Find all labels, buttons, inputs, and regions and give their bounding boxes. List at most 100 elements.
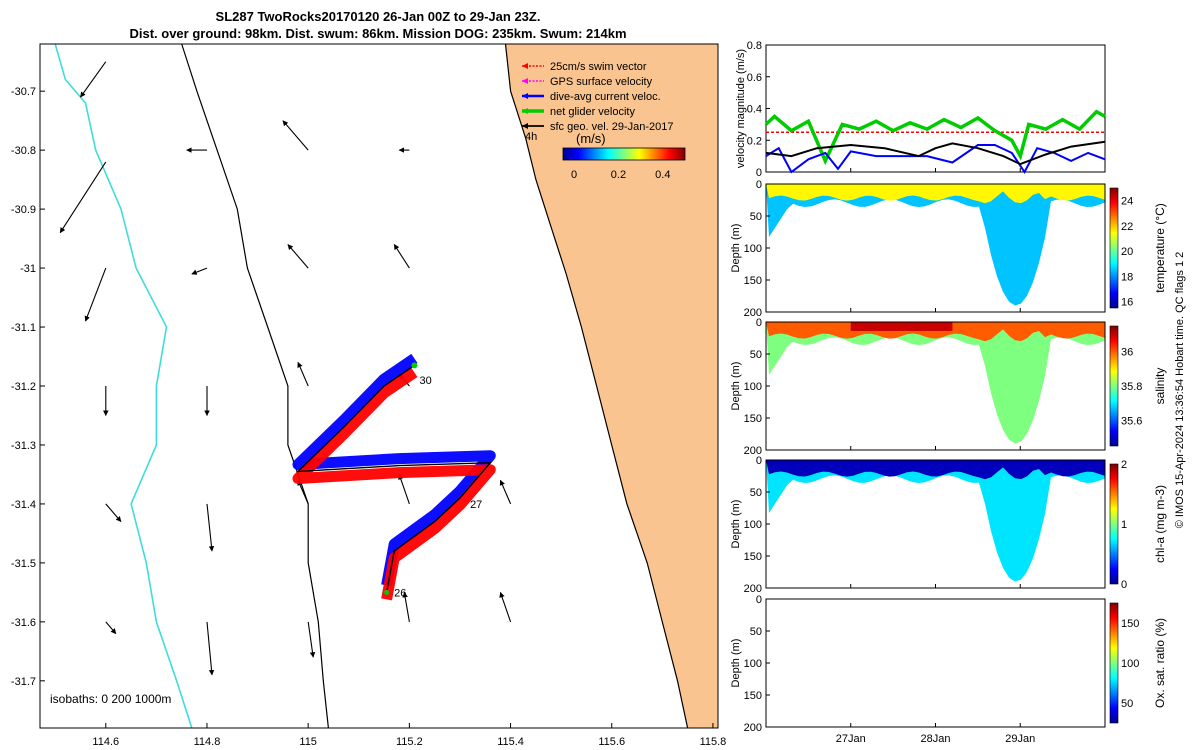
legend-interval: 4h — [525, 131, 537, 143]
section-colorbar — [1109, 602, 1119, 724]
section-y-tick-label: 50 — [750, 626, 762, 638]
map-y-tick-label: -31.1 — [11, 322, 36, 334]
geo-velocity-arrow — [206, 621, 215, 676]
section-y-tick-label: 0 — [756, 317, 762, 329]
colorbar-label: (m/s) — [576, 131, 606, 146]
legend-label: sfc geo. vel. 29-Jan-2017 — [550, 121, 674, 133]
section-y-tick-label: 100 — [744, 381, 762, 393]
section-water-body — [766, 460, 1105, 582]
colorbar-tick-label: 0 — [571, 169, 577, 181]
map-y-tick-label: -31.4 — [11, 499, 36, 511]
map-y-tick-label: -31.3 — [11, 440, 36, 452]
isobath-0-coastline — [504, 43, 689, 729]
speed-colorbar — [562, 147, 686, 161]
map-x-tick-label: 114.8 — [194, 736, 221, 748]
colorbar-tick-label: 0.4 — [655, 169, 670, 181]
title-line-2: Dist. over ground: 98km. Dist. swum: 86k… — [129, 26, 626, 41]
section-colorbar — [1109, 463, 1119, 585]
map-y-tick-label: -30.7 — [11, 86, 36, 98]
velocity-ylabel: velocity magnitude (m/s) — [735, 49, 747, 168]
map-x-tick-label: 115.6 — [598, 736, 625, 748]
section-background — [766, 599, 1105, 727]
colorbar-tick-label: 16 — [1121, 297, 1133, 309]
section-y-tick-label: 100 — [744, 658, 762, 670]
map-x-tick-label: 115.4 — [497, 736, 524, 748]
section-ylabel: Depth (m) — [730, 224, 742, 273]
section-y-tick-label: 100 — [744, 243, 762, 255]
geo-velocity-arrow — [398, 473, 410, 505]
legend-arrowhead — [522, 78, 528, 84]
section-surface-layer — [766, 460, 1105, 480]
section-ylabel: Depth (m) — [730, 362, 742, 411]
geo-velocity-arrow — [499, 591, 512, 623]
time-tick-label: 28Jan — [921, 733, 951, 745]
track-start-marker — [384, 589, 390, 595]
title-line-1: SL287 TwoRocks20170120 26-Jan 00Z to 29-… — [216, 9, 541, 24]
map-y-tick-label: -31.2 — [11, 381, 36, 393]
section-y-tick-label: 200 — [744, 307, 762, 319]
colorbar-tick-label: 50 — [1121, 698, 1133, 710]
geo-velocity-arrow — [297, 361, 309, 387]
velocity-y-tick-label: 0 — [756, 167, 762, 179]
colorbar-tick-label: 150 — [1121, 618, 1139, 630]
land-area — [505, 44, 718, 728]
colorbar-tick-label: 35.8 — [1121, 381, 1142, 393]
section-y-tick-label: 200 — [744, 722, 762, 734]
footer-text: © IMOS 15-Apr-2024 13:36:54 Hobart time.… — [1174, 252, 1186, 529]
time-tick-label: 27Jan — [836, 733, 866, 745]
map-y-tick-label: -31.5 — [11, 558, 36, 570]
section-y-tick-label: 100 — [744, 519, 762, 531]
map-y-tick-label: -30.9 — [11, 204, 36, 216]
section-surface-layer — [766, 184, 1105, 204]
section-colorbar — [1109, 187, 1119, 309]
isobath-200 — [181, 43, 329, 729]
section-ylabel: Depth (m) — [730, 639, 742, 688]
map-y-tick-label: -31.7 — [11, 676, 36, 688]
map-y-tick-label: -31 — [20, 263, 36, 275]
colorbar-tick-label: 0 — [1121, 579, 1127, 591]
geo-velocity-arrow — [105, 621, 117, 635]
section-y-tick-label: 150 — [744, 690, 762, 702]
velocity-y-tick-label: 0.4 — [747, 104, 762, 116]
section-y-tick-label: 0 — [756, 594, 762, 606]
legend-label: 25cm/s swim vector — [550, 61, 647, 73]
section-y-tick-label: 150 — [744, 275, 762, 287]
section-y-tick-label: 150 — [744, 413, 762, 425]
legend-arrowhead — [522, 93, 528, 99]
section-water-body — [766, 184, 1105, 306]
geo-velocity-arrow — [84, 267, 107, 322]
geo-velocity-arrow — [282, 120, 309, 151]
geo-velocity-arrow — [206, 503, 215, 552]
colorbar-tick-label: 22 — [1121, 221, 1133, 233]
colorbar-tick-label: 100 — [1121, 658, 1139, 670]
geo-velocity-arrow — [105, 503, 122, 523]
legend-label: net glider velocity — [550, 106, 635, 118]
geo-velocity-arrow — [402, 591, 410, 622]
geo-velocity-arrow — [499, 479, 512, 505]
section-y-tick-label: 50 — [750, 487, 762, 499]
isobaths-label: isobaths: 0 200 1000m — [50, 692, 171, 706]
colorbar-tick-label: 24 — [1121, 196, 1133, 208]
map-y-tick-label: -30.8 — [11, 145, 36, 157]
swim-vector-ribbon — [292, 367, 496, 601]
geo-velocity-arrow — [191, 267, 208, 275]
section-colorbar-label: chl-a (mg m-3) — [1153, 485, 1167, 563]
colorbar-tick-label: 20 — [1121, 246, 1133, 258]
velocity-series-line — [765, 140, 1106, 166]
colorbar-tick-label: 2 — [1121, 459, 1127, 471]
legend-arrowhead — [522, 123, 528, 129]
legend-arrowhead — [522, 63, 528, 69]
section-colorbar-label: salinity — [1153, 368, 1167, 405]
velocity-y-tick-label: 0.2 — [747, 135, 762, 147]
section-y-tick-label: 150 — [744, 551, 762, 563]
dive-avg-current-ribbon — [292, 353, 496, 587]
time-tick-label: 29Jan — [1005, 733, 1035, 745]
section-y-tick-label: 50 — [750, 211, 762, 223]
day-label: 27 — [470, 499, 482, 511]
section-y-tick-label: 200 — [744, 583, 762, 595]
salinity-high-patch — [850, 322, 953, 331]
track-end-marker — [411, 362, 418, 369]
map-x-tick-label: 115.8 — [700, 736, 727, 748]
